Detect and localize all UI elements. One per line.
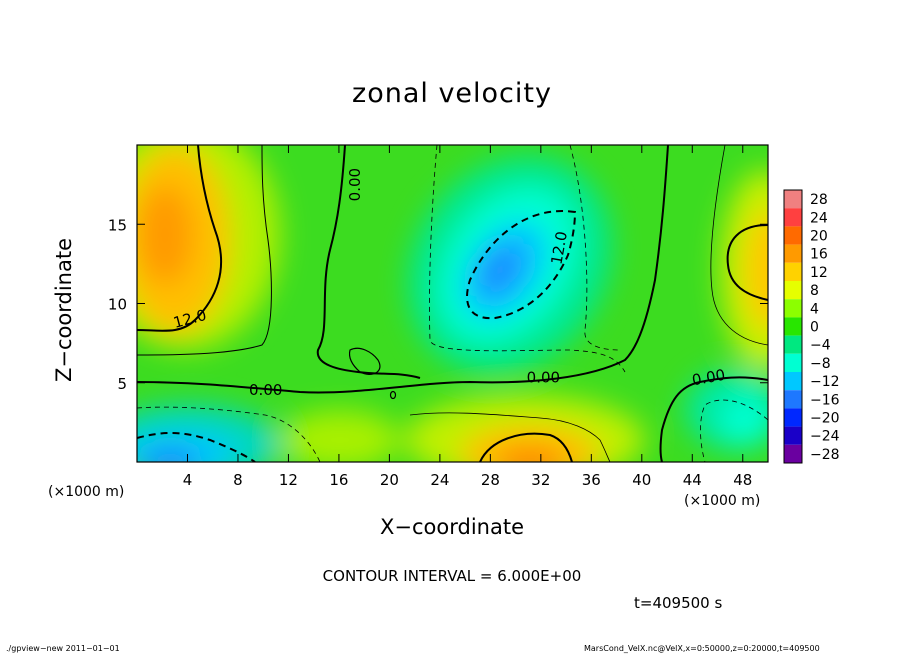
colorbar-label: 0	[810, 320, 819, 336]
colorbar-label: −4	[810, 338, 831, 354]
shaded-field	[137, 145, 768, 462]
y-axis-unit-label: (×1000 m)	[48, 484, 125, 500]
x-tick-label: 36	[582, 471, 601, 489]
colorbar-label: −12	[810, 374, 840, 390]
contour-label: 12.0	[548, 230, 572, 266]
colorbar-label: −8	[810, 356, 831, 372]
x-tick-label: 16	[329, 471, 348, 489]
x-tick-label: 8	[233, 471, 243, 489]
colorbar-swatch	[784, 262, 802, 281]
x-axis-ticks: 4 8 12 16 20 24 28 32 36 40 44 48	[183, 145, 752, 489]
time-label: t=409500 s	[634, 594, 723, 612]
colorbar-frame	[783, 189, 803, 464]
x-tick-label: 12	[279, 471, 298, 489]
colorbar-swatch	[784, 281, 802, 300]
colorbar-swatch	[784, 226, 802, 245]
x-tick-label: 40	[632, 471, 651, 489]
colorbar-swatch	[784, 299, 802, 318]
colorbar-swatch	[784, 335, 802, 354]
colorbar-label: 4	[810, 301, 819, 317]
x-tick-label: 48	[733, 471, 752, 489]
colorbar-swatch	[784, 408, 802, 427]
y-tick-label: 10	[108, 296, 127, 314]
x-tick-label: 32	[531, 471, 550, 489]
contour-label: 0.00	[691, 366, 727, 390]
y-tick-label: 15	[108, 216, 127, 234]
x-tick-label: 44	[683, 471, 702, 489]
footer-left-text: ./gpview−new 2011−01−01	[6, 644, 120, 653]
colorbar-label: −20	[810, 411, 840, 427]
x-axis-label: X−coordinate	[380, 515, 524, 539]
y-axis-label: Z−coordinate	[52, 238, 76, 382]
colorbar-label: 28	[810, 192, 828, 208]
colorbar-label: −28	[810, 447, 840, 463]
y-axis-ticks: 5 10 15	[108, 216, 768, 393]
contour-label: 0.00	[527, 368, 560, 386]
contour-interval-text: CONTOUR INTERVAL = 6.000E+00	[322, 567, 582, 585]
colorbar-swatch	[784, 244, 802, 263]
colorbar: 28 24 20 16 12 8 4 0 −4 −8 −12 −16 −20 −24 −28	[783, 189, 840, 464]
y-tick-label: 5	[117, 375, 127, 393]
x-tick-label: 20	[380, 471, 399, 489]
contour-label: 0.00	[249, 381, 282, 399]
colorbar-swatch	[784, 208, 802, 227]
colorbar-swatch	[784, 390, 802, 409]
colorbar-label: 12	[810, 265, 828, 281]
x-tick-label: 28	[481, 471, 500, 489]
colorbar-label: −24	[810, 429, 840, 445]
colorbar-label: 8	[810, 283, 819, 299]
colorbar-label: 16	[810, 247, 828, 263]
colorbar-swatch	[784, 426, 802, 445]
colorbar-label: 20	[810, 229, 828, 245]
colorbar-swatch	[784, 444, 802, 463]
colorbar-swatch	[784, 353, 802, 372]
colorbar-label: −16	[810, 392, 840, 408]
x-axis-unit-label: (×1000 m)	[684, 493, 761, 509]
x-tick-label: 24	[430, 471, 449, 489]
footer-right-text: MarsCond_VelX.nc@VelX,x=0:50000,z=0:2000…	[584, 644, 820, 653]
x-tick-label: 4	[183, 471, 193, 489]
contour-label: 0.00	[346, 168, 364, 201]
colorbar-swatch	[784, 372, 802, 391]
colorbar-swatch	[784, 317, 802, 336]
colorbar-label: 24	[810, 210, 828, 226]
chart-title: zonal velocity	[352, 78, 552, 109]
contour-lines	[137, 145, 768, 462]
colorbar-swatch	[784, 190, 802, 209]
